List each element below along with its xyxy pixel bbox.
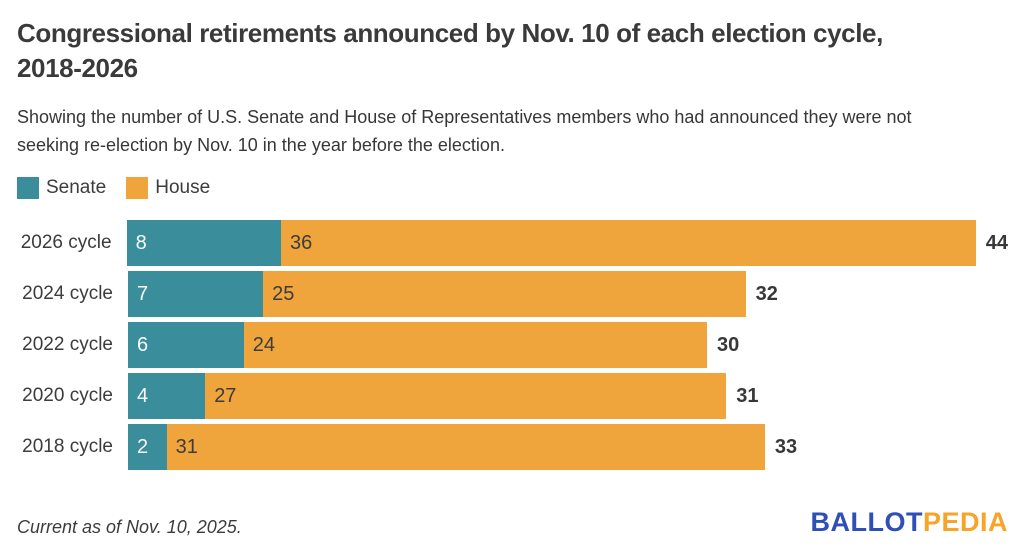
title-line-2: 2018-2026 <box>17 53 138 83</box>
category-label: 2024 cycle <box>22 283 113 304</box>
bar-row: 2024 cycle 7 25 32 <box>17 271 1008 317</box>
house-bar-segment: 31 <box>166 424 765 470</box>
senate-value-label: 2 <box>137 435 149 458</box>
category-label: 2020 cycle <box>22 385 113 406</box>
bar-row: 2026 cycle 8 36 44 <box>17 220 1008 266</box>
source-note: Current as of Nov. 10, 2025. <box>17 517 242 537</box>
senate-bar-segment: 6 <box>128 322 244 368</box>
house-bar-segment: 27 <box>205 373 727 419</box>
footer: Current as of Nov. 10, 2025. BALLOTPEDIA <box>17 507 1008 538</box>
total-value-label: 44 <box>985 231 1008 254</box>
ballotpedia-logo: BALLOTPEDIA <box>810 507 1008 538</box>
senate-bar-segment: 8 <box>126 220 281 266</box>
category-label: 2022 cycle <box>22 334 113 355</box>
house-bar-segment: 25 <box>263 271 746 317</box>
house-value-label: 27 <box>214 384 237 407</box>
logo-part-pedia: PEDIA <box>922 507 1008 537</box>
senate-bar-segment: 4 <box>128 373 206 419</box>
bar-row: 2022 cycle 6 24 30 <box>17 322 1008 368</box>
total-value-label: 32 <box>755 282 778 305</box>
bar-row: 2020 cycle 4 27 31 <box>17 373 1008 419</box>
senate-value-label: 8 <box>135 231 147 254</box>
house-value-label: 25 <box>272 282 295 305</box>
house-value-label: 36 <box>289 231 313 254</box>
chart-subtitle: Showing the number of U.S. Senate and Ho… <box>17 103 1008 159</box>
title-line-1: Congressional retirements announced by N… <box>17 18 883 48</box>
total-value-label: 30 <box>716 333 740 356</box>
bar-chart: 2026 cycle 8 36 44 2024 cycle 7 25 32 20… <box>17 220 1008 470</box>
senate-bar-segment: 2 <box>128 424 167 470</box>
bar-row: 2018 cycle 2 31 33 <box>17 424 1008 470</box>
category-label: 2018 cycle <box>22 436 113 457</box>
senate-legend-swatch <box>17 177 39 199</box>
house-legend-label: House <box>155 177 211 198</box>
senate-value-label: 7 <box>137 282 149 305</box>
subtitle-line-2: seeking re-election by Nov. 10 in the ye… <box>17 135 505 155</box>
house-value-label: 31 <box>175 435 198 458</box>
chart-title: Congressional retirements announced by N… <box>17 16 1008 86</box>
subtitle-line-1: Showing the number of U.S. Senate and Ho… <box>17 107 912 127</box>
house-bar-segment: 36 <box>280 220 976 266</box>
senate-legend-label: Senate <box>46 177 107 198</box>
logo-part-ballot: BALLOT <box>810 507 923 537</box>
house-legend-swatch <box>126 177 149 199</box>
senate-value-label: 4 <box>137 384 149 407</box>
category-label: 2026 cycle <box>20 232 112 253</box>
legend: Senate House <box>17 177 1008 199</box>
senate-value-label: 6 <box>137 333 149 356</box>
total-value-label: 33 <box>774 435 798 458</box>
total-value-label: 31 <box>736 384 759 407</box>
house-bar-segment: 24 <box>243 322 707 368</box>
house-value-label: 24 <box>252 333 276 356</box>
senate-bar-segment: 7 <box>128 271 264 317</box>
